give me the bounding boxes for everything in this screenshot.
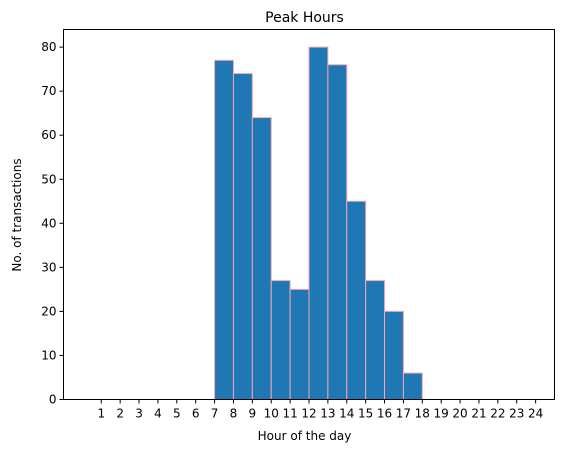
x-tick-label: 14 [339, 407, 354, 421]
x-tick-label: 7 [211, 407, 219, 421]
bar-hour-13 [327, 64, 348, 400]
x-tick-label: 18 [415, 407, 430, 421]
y-tick-label: 70 [41, 84, 56, 98]
x-tick-label: 13 [320, 407, 335, 421]
x-tick-label: 9 [249, 407, 257, 421]
y-tick-label: 20 [41, 304, 56, 318]
y-axis-label: No. of transactions [10, 158, 24, 271]
x-tick-label: 11 [282, 407, 297, 421]
x-tick-label: 8 [230, 407, 238, 421]
bar-hour-16 [384, 310, 404, 400]
x-axis-ticks: 1 2 3 4 5 6 7 8 9 10 11 12 13 14 15 16 17 18 19 20 21 22 23 24 [97, 399, 543, 421]
x-tick-label: 23 [509, 407, 524, 421]
x-tick-label: 20 [452, 407, 467, 421]
x-tick-label: 21 [471, 407, 486, 421]
y-tick-label: 60 [41, 128, 56, 142]
x-tick-label: 1 [97, 407, 105, 421]
x-tick-label: 12 [301, 407, 316, 421]
bar-hour-17 [402, 372, 423, 401]
x-tick-label: 19 [434, 407, 449, 421]
bar-hour-15 [365, 280, 386, 401]
y-tick-label: 80 [41, 40, 56, 54]
y-tick-label: 30 [41, 260, 56, 274]
x-tick-label: 15 [358, 407, 373, 421]
x-tick-label: 4 [154, 407, 162, 421]
bar-hour-10 [270, 280, 291, 401]
x-tick-label: 17 [396, 407, 411, 421]
bars-group [214, 46, 423, 401]
x-tick-label: 6 [192, 407, 200, 421]
plot-frame [63, 29, 555, 400]
x-tick-label: 22 [490, 407, 505, 421]
x-tick-label: 3 [135, 407, 143, 421]
bar-hour-12 [308, 46, 329, 400]
x-tick-label: 5 [173, 407, 181, 421]
chart-title: Peak Hours [265, 10, 344, 26]
y-tick-label: 0 [49, 393, 57, 407]
bar-hour-7 [214, 59, 234, 400]
x-tick-label: 24 [528, 407, 543, 421]
y-tick-label: 50 [41, 172, 56, 186]
x-tick-label: 16 [377, 407, 392, 421]
y-tick-label: 40 [41, 216, 56, 230]
y-tick-label: 10 [41, 348, 56, 362]
x-axis-label: Hour of the day [258, 429, 352, 443]
x-tick-label: 2 [116, 407, 124, 421]
bar-hour-8 [232, 73, 253, 401]
bar-hour-9 [251, 117, 272, 400]
y-axis-ticks: 0 10 20 30 40 50 60 70 80 [41, 40, 64, 407]
bar-hour-11 [289, 288, 310, 400]
bar-hour-14 [346, 200, 367, 400]
x-tick-label: 10 [264, 407, 279, 421]
